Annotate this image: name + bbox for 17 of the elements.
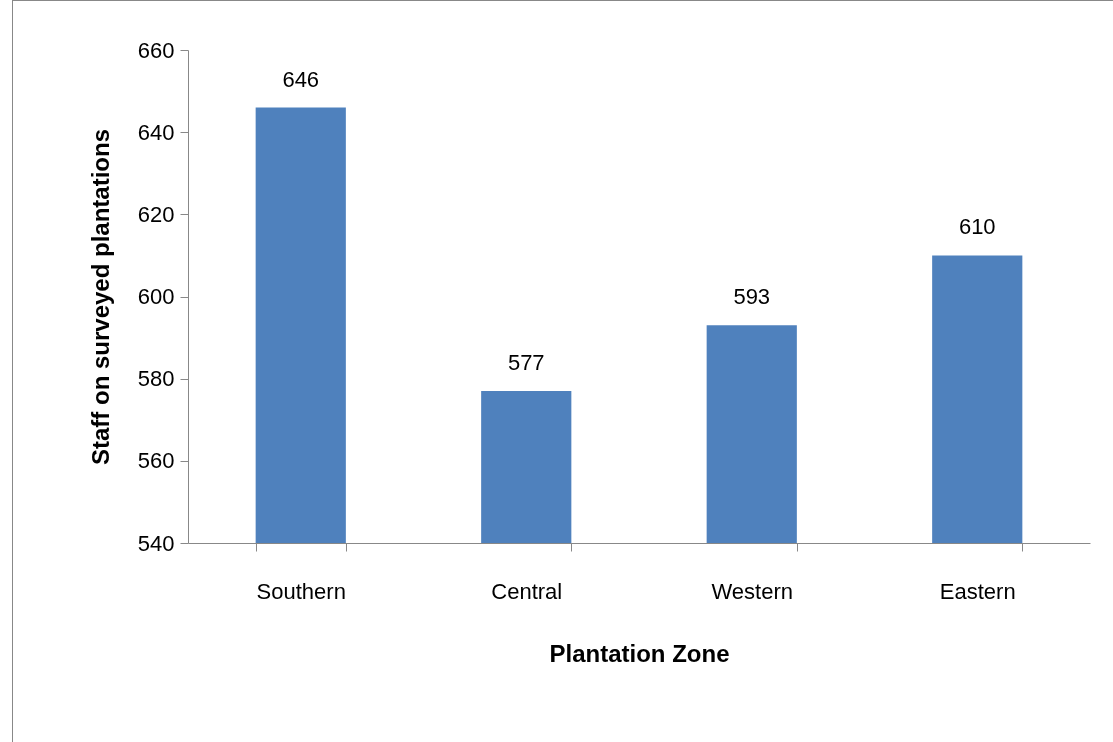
y-tick-label: 540 bbox=[137, 530, 175, 556]
x-tick-label: Eastern bbox=[939, 578, 1016, 604]
y-tick-label: 560 bbox=[137, 448, 175, 474]
data-label: 646 bbox=[282, 66, 320, 92]
y-tick-label: 640 bbox=[137, 119, 175, 145]
y-tick-label: 620 bbox=[137, 201, 175, 227]
x-axis-title: Plantation Zone bbox=[549, 639, 730, 667]
y-tick-label: 600 bbox=[137, 284, 175, 309]
y-tick-label: 580 bbox=[137, 366, 175, 392]
x-tick-label: Western bbox=[711, 578, 794, 604]
data-label: 610 bbox=[958, 214, 996, 240]
y-axis-title: Staff on surveyed plantations bbox=[86, 128, 114, 466]
data-label: 593 bbox=[733, 284, 771, 310]
x-tick-label: Southern bbox=[256, 578, 346, 604]
data-label: 577 bbox=[507, 349, 545, 375]
x-tick-label: Central bbox=[491, 578, 563, 604]
y-tick-label: 660 bbox=[137, 37, 175, 63]
